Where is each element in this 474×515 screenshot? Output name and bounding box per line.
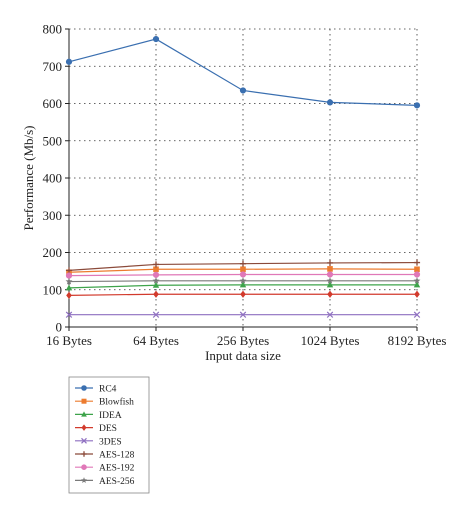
data-point (239, 277, 247, 284)
data-point (153, 266, 159, 273)
data-point (152, 281, 160, 288)
data-point (239, 271, 247, 278)
series-idea (65, 281, 421, 291)
legend-label: 3DES (99, 437, 122, 447)
data-point (66, 291, 72, 299)
data-point (152, 277, 160, 284)
legend-item: DES (75, 424, 117, 434)
data-point (413, 259, 421, 266)
data-point (240, 290, 246, 298)
series-3des (65, 311, 421, 318)
data-point (327, 266, 333, 272)
y-tick-label: 800 (43, 22, 63, 37)
data-point (326, 277, 334, 284)
y-tick-label: 500 (43, 133, 63, 148)
axes: 0 100 200 300 400 500 600 700 800 16 Bytes 64 Byte… (43, 22, 447, 349)
series-aes-256 (65, 277, 421, 285)
y-tick-label: 400 (43, 171, 63, 186)
data-point (414, 290, 420, 298)
legend-item: AES-256 (75, 477, 135, 487)
data-point (414, 266, 420, 273)
series-rc4 (65, 35, 421, 109)
data-point (413, 271, 421, 278)
legend-item: AES-128 (75, 451, 135, 461)
data-point (65, 311, 73, 318)
data-point (81, 437, 87, 444)
y-tick-label: 200 (43, 245, 63, 260)
series-aes-128 (65, 259, 421, 274)
data-point (240, 266, 246, 273)
legend-label: AES-256 (99, 477, 135, 487)
data-point (81, 464, 87, 471)
data-point (81, 424, 87, 431)
legend-label: AES-128 (99, 451, 135, 461)
data-point (413, 277, 421, 284)
data-point (81, 411, 87, 417)
data-point (153, 290, 159, 298)
data-point (81, 385, 87, 391)
data-point (239, 260, 247, 267)
data-point (326, 99, 334, 106)
legend-item: Blowfish (75, 397, 134, 408)
legend-item: AES-192 (75, 464, 135, 474)
data-point (80, 477, 88, 484)
series-des (66, 290, 420, 299)
data-point (413, 102, 421, 109)
x-tick-label: 8192 Bytes (388, 333, 447, 348)
series-lines (65, 35, 421, 318)
data-point (239, 87, 247, 94)
data-point (326, 271, 334, 278)
data-point (65, 267, 73, 274)
data-point (81, 451, 87, 457)
data-point (152, 35, 160, 43)
legend-box (68, 376, 150, 494)
legend-item: 3DES (75, 437, 122, 447)
data-point (152, 311, 160, 318)
x-tick-label: 64 Bytes (133, 333, 179, 348)
data-point (413, 311, 421, 318)
data-point (239, 281, 247, 288)
legend-label: Blowfish (99, 397, 134, 408)
data-point (326, 311, 334, 318)
data-point (327, 290, 333, 298)
y-tick-label: 300 (43, 208, 63, 223)
y-tick-label: 600 (43, 96, 63, 111)
data-point (413, 281, 421, 288)
data-point (326, 281, 334, 288)
data-point (65, 284, 73, 291)
y-tick-label: 700 (43, 59, 63, 74)
data-point (152, 271, 160, 278)
data-point (65, 277, 73, 285)
legend-item: RC4 (75, 385, 117, 395)
data-point (65, 58, 73, 65)
legend-label: RC4 (99, 385, 117, 395)
legend: RC4 Blowfish IDEA DES 3DES AES-128 AES-192 AES-… (68, 376, 150, 494)
data-point (152, 261, 160, 268)
data-point (239, 311, 247, 318)
x-tick-label: 256 Bytes (217, 333, 269, 348)
y-tick-label: 100 (43, 282, 63, 297)
data-point (65, 272, 73, 279)
data-point (81, 398, 87, 404)
legend-label: IDEA (99, 411, 122, 421)
legend-item: IDEA (75, 411, 122, 421)
series-aes-192 (65, 271, 421, 279)
legend-label: DES (99, 424, 117, 434)
x-tick-label: 1024 Bytes (301, 333, 360, 348)
y-tick-label: 0 (56, 320, 63, 335)
legend-label: AES-192 (99, 464, 135, 474)
y-axis-title: Performance (Mb/s) (21, 125, 36, 230)
data-point (326, 259, 334, 267)
x-axis-title: Input data size (205, 348, 281, 363)
x-tick-label: 16 Bytes (46, 333, 92, 348)
